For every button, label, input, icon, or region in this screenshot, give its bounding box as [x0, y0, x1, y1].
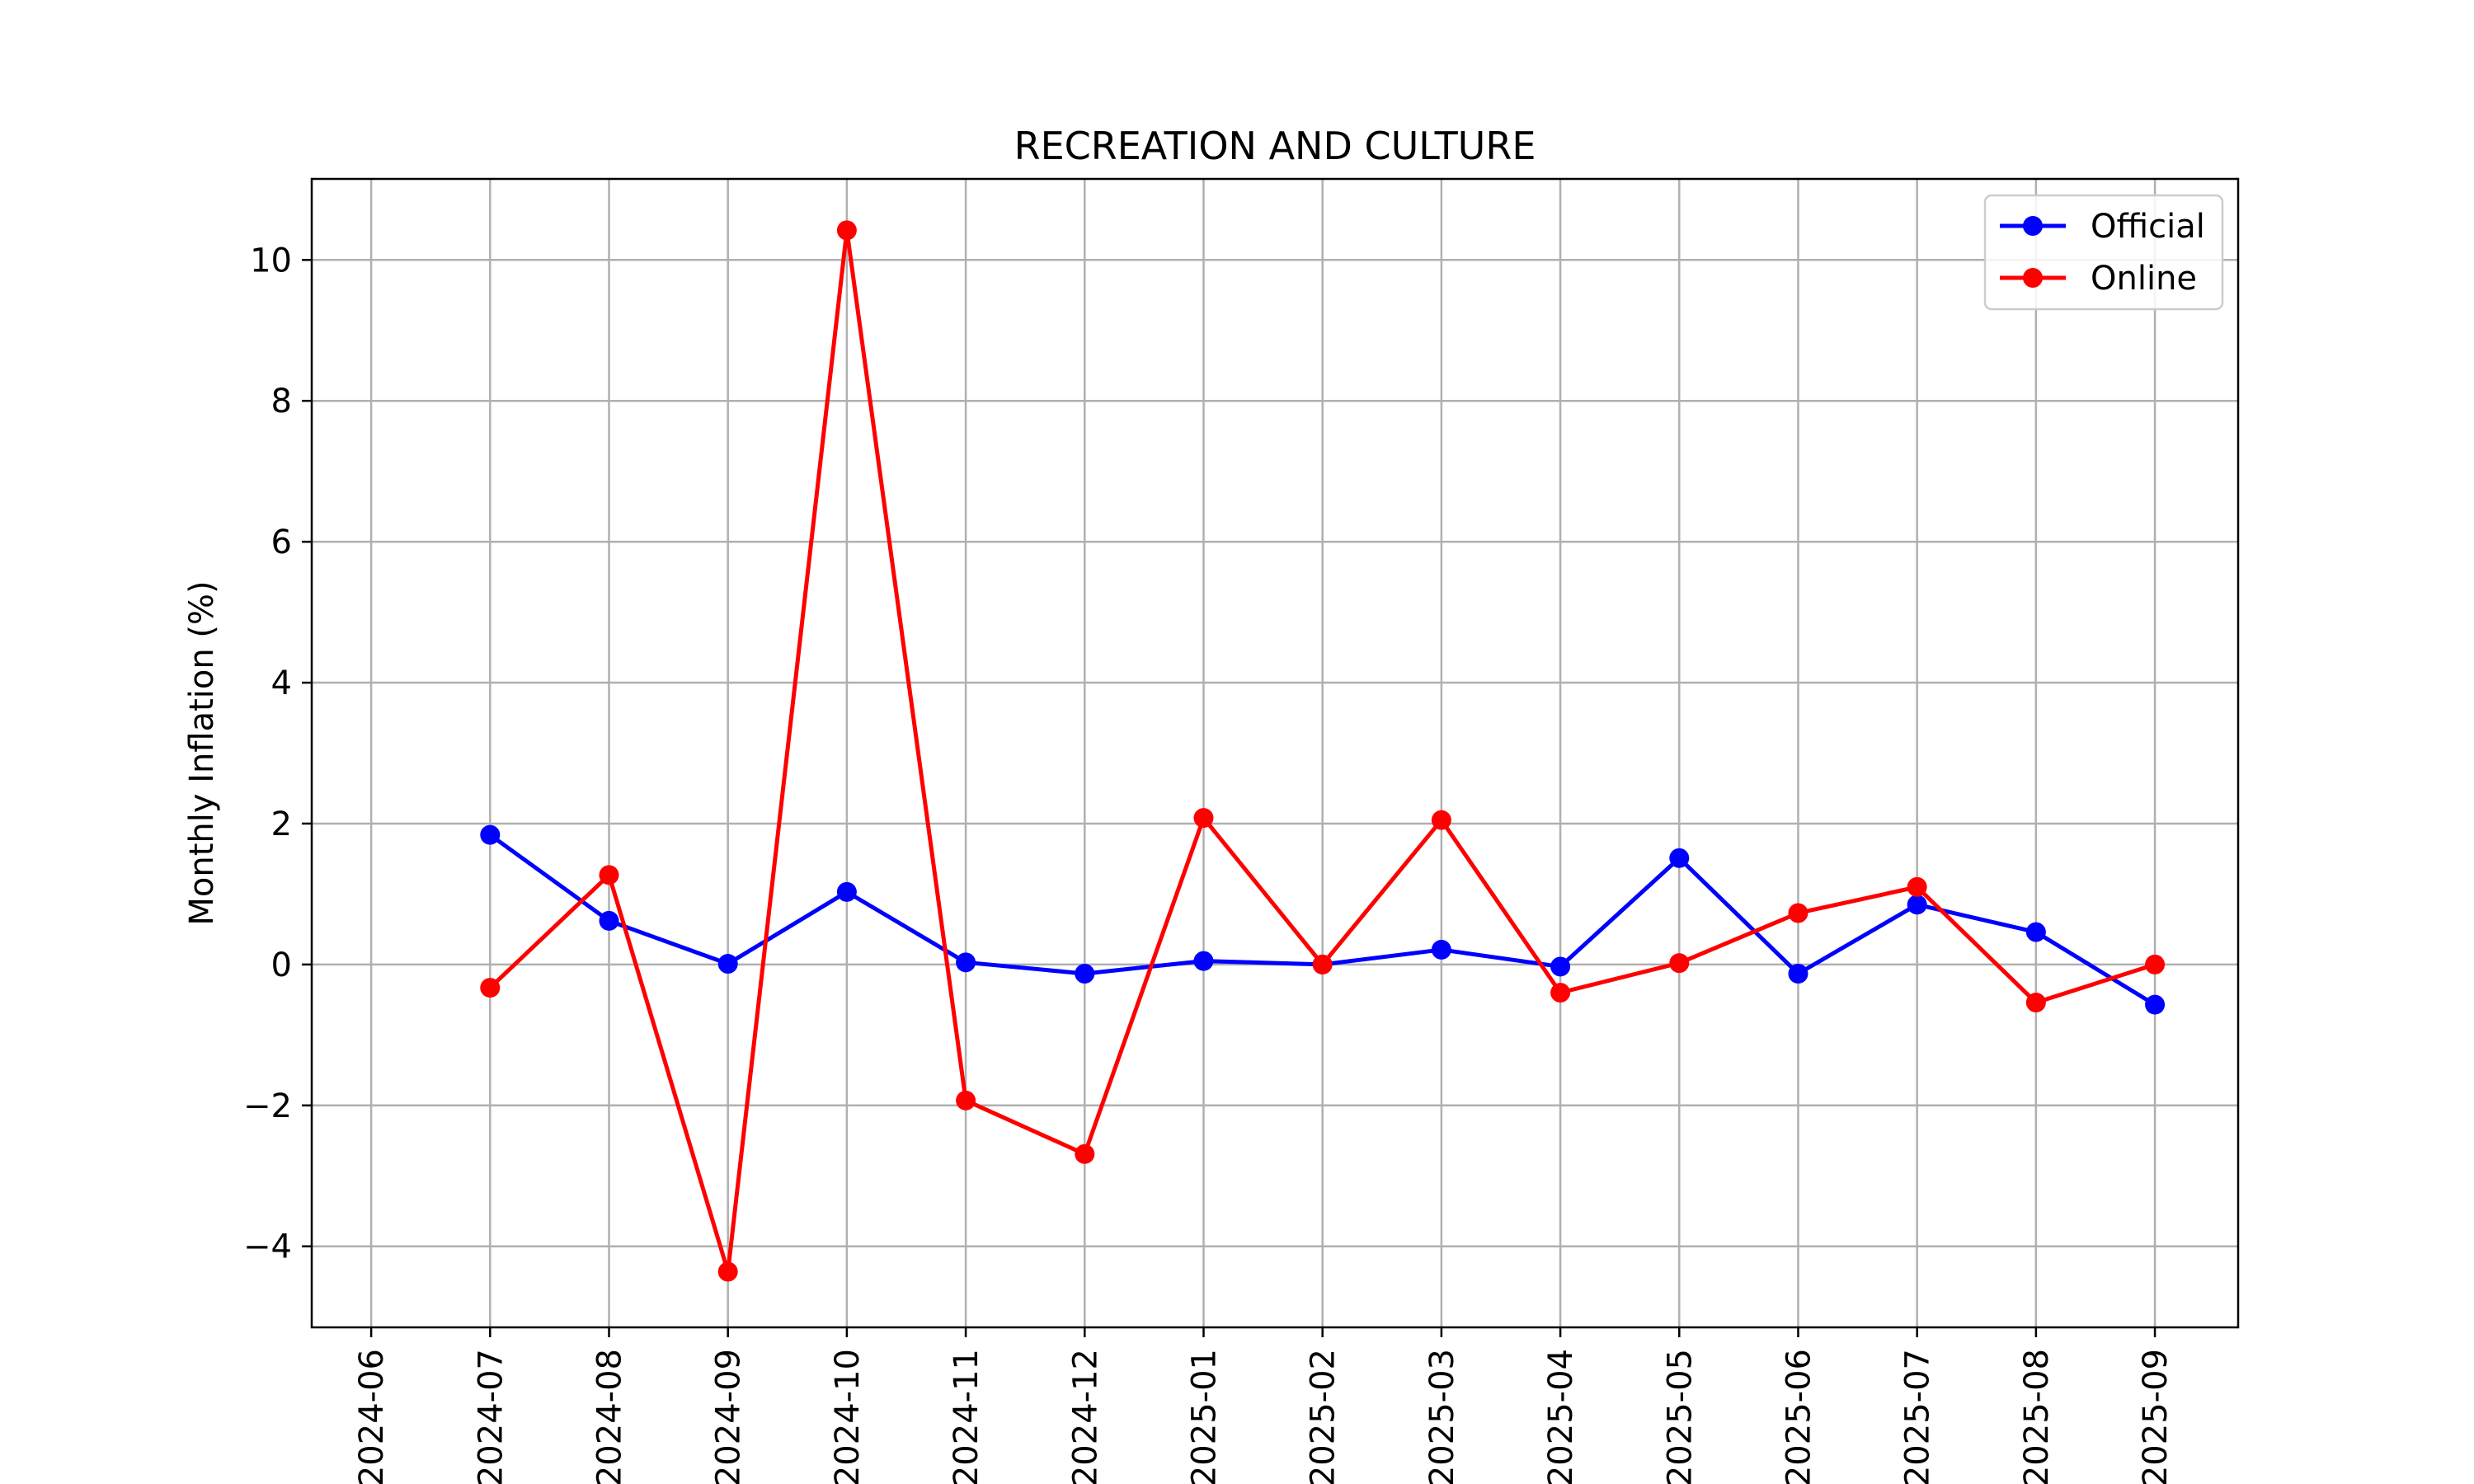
data-point-online — [599, 865, 619, 885]
x-tick-label: 2024-11 — [948, 1349, 985, 1484]
x-tick-label: 2025-04 — [1542, 1349, 1580, 1484]
legend: Official Online — [1983, 194, 2224, 311]
x-tick-label: 2024-09 — [710, 1349, 748, 1484]
x-tick-label: 2025-09 — [2137, 1349, 2175, 1484]
data-point-online — [836, 220, 857, 241]
data-point-official — [2025, 922, 2046, 942]
x-tick-label: 2025-05 — [1661, 1349, 1699, 1484]
data-point-online — [1550, 983, 1571, 1003]
y-tick-label: 8 — [271, 383, 292, 420]
data-point-official — [1669, 848, 1690, 868]
data-point-online — [1788, 903, 1808, 923]
data-point-online — [717, 1261, 738, 1282]
data-point-official — [1907, 895, 1927, 915]
x-tick-label: 2024-12 — [1066, 1349, 1104, 1484]
data-point-official — [836, 881, 857, 902]
data-point-online — [1193, 808, 1214, 829]
data-point-online — [1075, 1144, 1095, 1164]
data-point-online — [1669, 953, 1690, 974]
y-axis-ticks: −4 −2 0 2 4 6 8 10 — [243, 242, 312, 1266]
grid — [312, 179, 2238, 1327]
x-tick-label: 2025-06 — [1780, 1349, 1818, 1484]
data-point-online — [1312, 954, 1333, 974]
data-point-online — [480, 978, 501, 998]
x-tick-label: 2024-10 — [829, 1349, 867, 1484]
y-tick-label: 6 — [271, 524, 292, 561]
data-point-official — [1193, 951, 1214, 971]
x-tick-label: 2025-01 — [1185, 1349, 1223, 1484]
y-tick-label: −2 — [243, 1087, 292, 1125]
data-point-online — [956, 1090, 976, 1111]
data-point-online — [2145, 954, 2166, 974]
data-point-online — [2025, 993, 2046, 1013]
y-tick-label: 4 — [271, 665, 292, 702]
x-tick-label: 2025-03 — [1423, 1349, 1461, 1484]
y-tick-label: 2 — [271, 805, 292, 843]
legend-marker-online — [2023, 268, 2043, 288]
legend-label-official: Official — [2091, 208, 2205, 246]
data-point-official — [956, 952, 976, 973]
data-point-official — [480, 824, 501, 845]
data-point-official — [717, 954, 738, 974]
x-tick-label: 2025-08 — [2018, 1349, 2056, 1484]
plot-frame — [310, 177, 2240, 1329]
x-axis-ticks: 2024-06 2024-07 2024-08 2024-09 2024-10 2024-… — [353, 1327, 2175, 1484]
data-point-official — [1075, 963, 1095, 984]
data-point-official — [2145, 994, 2166, 1015]
legend-label-online: Online — [2091, 260, 2197, 298]
data-point-official — [1550, 956, 1571, 977]
y-tick-label: 10 — [250, 242, 292, 279]
data-point-online — [1431, 810, 1451, 830]
x-tick-label: 2024-07 — [472, 1349, 510, 1484]
x-tick-label: 2025-02 — [1305, 1349, 1343, 1484]
x-tick-label: 2024-08 — [590, 1349, 628, 1484]
data-point-official — [1431, 939, 1451, 960]
series-layer — [480, 220, 2166, 1282]
chart-title: RECREATION AND CULTURE — [1014, 124, 1536, 168]
y-tick-label: −4 — [243, 1228, 292, 1266]
y-tick-label: 0 — [271, 946, 292, 984]
x-tick-label: 2024-06 — [353, 1349, 391, 1484]
data-point-official — [1788, 963, 1808, 984]
data-point-online — [1907, 876, 1927, 897]
x-tick-label: 2025-07 — [1899, 1349, 1937, 1484]
legend-marker-official — [2023, 216, 2043, 236]
y-axis-label: Monthly Inflation (%) — [183, 580, 221, 925]
data-point-official — [599, 910, 619, 931]
